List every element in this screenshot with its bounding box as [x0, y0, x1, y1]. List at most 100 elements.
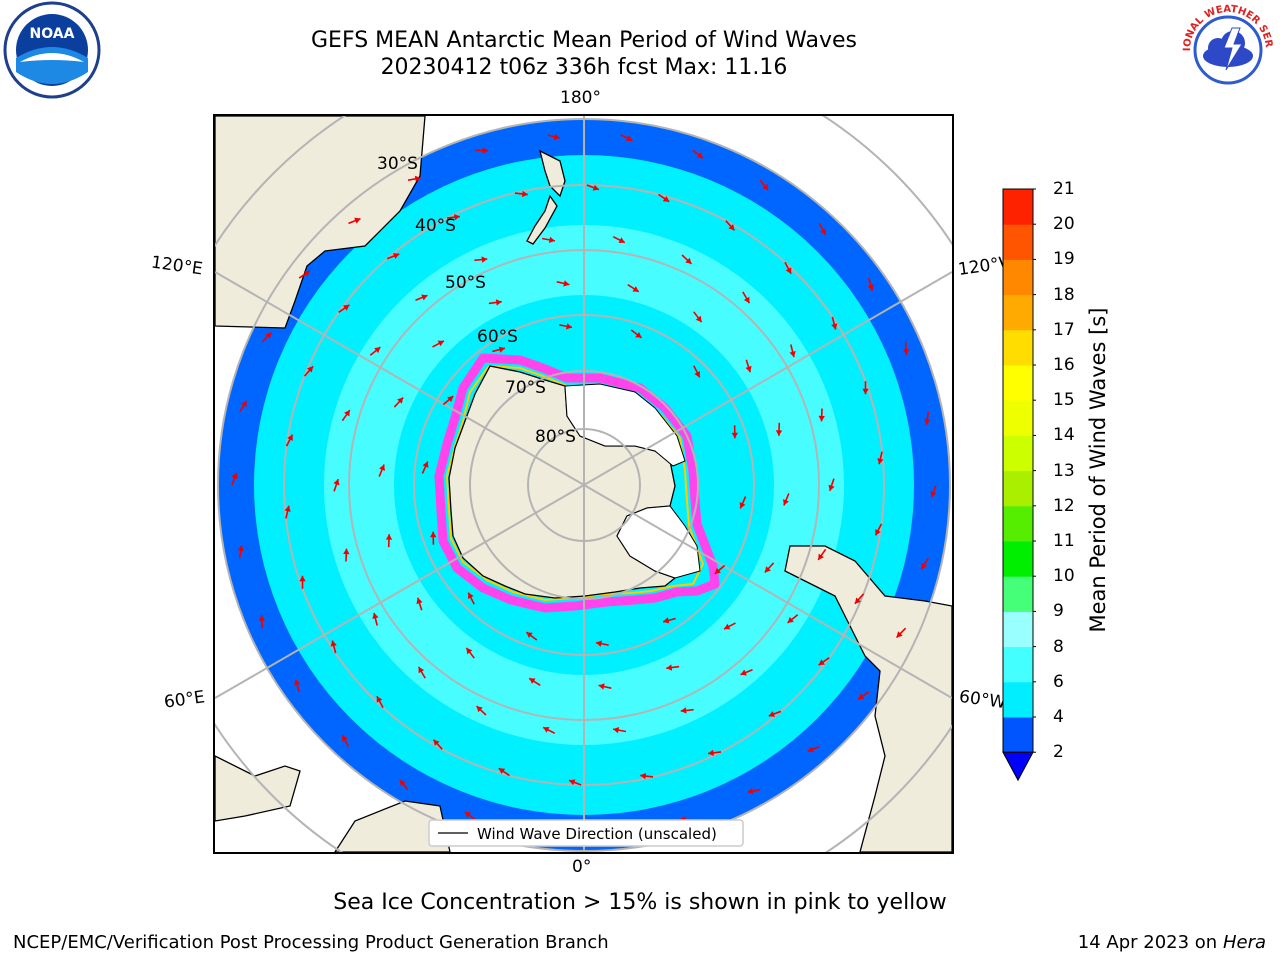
colorbar-tick-label: 12	[1053, 495, 1075, 516]
wind-wave-arrow-head	[775, 430, 783, 436]
wind-wave-arrow-head	[807, 746, 814, 753]
noaa-logo: NOAA	[2, 0, 102, 100]
colorbar-segment	[1003, 646, 1033, 683]
lon-label-60w: 60°W	[957, 686, 1008, 714]
wind-wave-arrow-head	[437, 340, 444, 347]
wind-wave-arrow-head	[640, 772, 646, 780]
wind-wave-arrow-head	[495, 299, 502, 306]
wind-wave-arrow-head	[785, 267, 792, 274]
wind-wave-arrow-head	[724, 623, 731, 630]
wind-wave-arrow-head	[728, 224, 735, 231]
colorbar-segment	[1003, 224, 1033, 260]
lon-label-0: 0°	[572, 857, 592, 877]
wind-wave-arrow-head	[476, 706, 483, 713]
wind-wave-arrow-head	[747, 788, 754, 795]
wind-wave-arrow-head	[695, 315, 702, 323]
colorbar	[1002, 188, 1036, 782]
wind-wave-arrow-head	[468, 592, 474, 599]
wind-wave-arrow-head	[745, 365, 752, 373]
wind-wave-arrow-head	[307, 366, 314, 373]
wind-wave-arrow-head	[680, 707, 687, 714]
wind-wave-arrow-head	[343, 304, 350, 311]
wind-wave-arrow-head	[466, 647, 473, 655]
colorbar-tick-label: 16	[1053, 355, 1075, 375]
wind-wave-arrow-head	[762, 183, 769, 191]
footer-machine: Hera	[1222, 932, 1266, 953]
wind-wave-arrow-head	[430, 531, 437, 538]
wind-wave-arrow-head	[237, 545, 244, 552]
wind-wave-arrow-head	[877, 458, 884, 465]
nws-logo: NATIONAL WEATHER SERVICE	[1172, 0, 1280, 100]
wind-wave-arrow-head	[414, 175, 421, 182]
ice-shelf-ronne	[616, 505, 701, 579]
wind-wave-arrow-head	[385, 534, 393, 540]
legend-label: Wind Wave Direction (unscaled)	[477, 825, 717, 843]
wind-wave-arrow-head	[828, 484, 835, 491]
wind-wave-arrow-head	[663, 617, 670, 624]
wind-wave-arrow-head	[708, 749, 714, 756]
wind-wave-arrow-head	[818, 659, 825, 666]
wind-wave-arrow-head	[739, 502, 746, 509]
colorbar-segment	[1003, 505, 1033, 542]
wind-wave-arrow-head	[685, 257, 692, 264]
land-new-zealand-south	[526, 194, 558, 245]
wind-wave-arrow-head	[563, 280, 570, 287]
colorbar-under-triangle	[1002, 751, 1034, 782]
wind-wave-arrow-head	[303, 270, 310, 277]
colorbar-tick-label: 8	[1053, 636, 1064, 657]
colorbar-tick-label: 21	[1053, 179, 1075, 199]
wind-wave-arrow-head	[454, 214, 460, 221]
polar-map: 30°S 40°S 50°S 60°S 70°S 80°S Wind Wave …	[213, 114, 954, 854]
wind-wave-arrow-head	[421, 294, 428, 301]
wind-wave-arrow-head	[522, 190, 528, 198]
colorbar-segment	[1003, 681, 1033, 718]
wind-wave-arrow-head	[768, 711, 775, 717]
wind-wave-arrow-head	[743, 296, 750, 304]
colorbar-tick-label: 11	[1053, 531, 1075, 551]
wind-wave-arrow-head	[818, 415, 825, 422]
sea-ice-edge	[434, 353, 720, 613]
wind-wave-arrow-head	[422, 461, 429, 468]
wind-wave-arrow-head	[498, 768, 506, 774]
wind-wave-arrow-head	[447, 396, 454, 403]
lat-label-70s: 70°S	[505, 378, 546, 398]
colorbar-tick-label: 15	[1053, 390, 1075, 411]
wind-wave-arrow-head	[731, 432, 738, 439]
wind-wave-arrow-head	[418, 666, 425, 674]
wind-wave-arrow-head	[854, 597, 861, 604]
colorbar-tick-label: 6	[1053, 671, 1064, 692]
wind-wave-arrow-head	[818, 553, 824, 560]
wind-wave-arrow-head	[592, 184, 599, 191]
wind-wave-arrow-head	[569, 779, 576, 786]
colorbar-tick-label: 18	[1053, 284, 1075, 305]
wind-wave-arrow-head	[379, 464, 385, 471]
wind-wave-arrow-head	[635, 332, 642, 338]
wind-wave-arrows	[231, 133, 937, 837]
wind-wave-arrow-head	[498, 346, 505, 353]
footer-credit: NCEP/EMC/Verification Post Processing Pr…	[13, 932, 609, 953]
colorbar-segment	[1003, 189, 1033, 225]
sea-ice-note: Sea Ice Concentration > 15% is shown in …	[333, 890, 947, 915]
wind-wave-arrow-head	[896, 631, 903, 638]
wind-wave-arrow-head	[372, 612, 379, 619]
colorbar-tick-label: 20	[1053, 214, 1075, 235]
wind-wave-arrow-head	[529, 678, 536, 684]
wind-wave-arrow-head	[632, 286, 639, 292]
lat-label-80s: 80°S	[535, 427, 576, 447]
land-new-zealand-north	[539, 149, 566, 198]
colorbar-tick-label: 10	[1053, 566, 1075, 587]
wind-wave-arrow-head	[696, 152, 703, 159]
colorbar-segment	[1003, 470, 1033, 507]
wind-wave-arrow-head	[258, 615, 266, 621]
wind-wave-arrow-head	[789, 351, 796, 358]
colorbar-segment	[1003, 435, 1033, 472]
colorbar-segment	[1003, 400, 1033, 436]
colorbar-segment	[1003, 717, 1033, 753]
colorbar-tick-label: 9	[1053, 601, 1064, 622]
wind-wave-arrow-head	[354, 217, 361, 224]
wind-wave-arrow-head	[787, 616, 794, 623]
wind-wave-arrow-head	[902, 349, 910, 355]
wind-wave-arrow-head	[465, 811, 472, 818]
ice-shelf-ross	[564, 383, 686, 467]
colorbar-tick-label: 13	[1053, 460, 1075, 481]
